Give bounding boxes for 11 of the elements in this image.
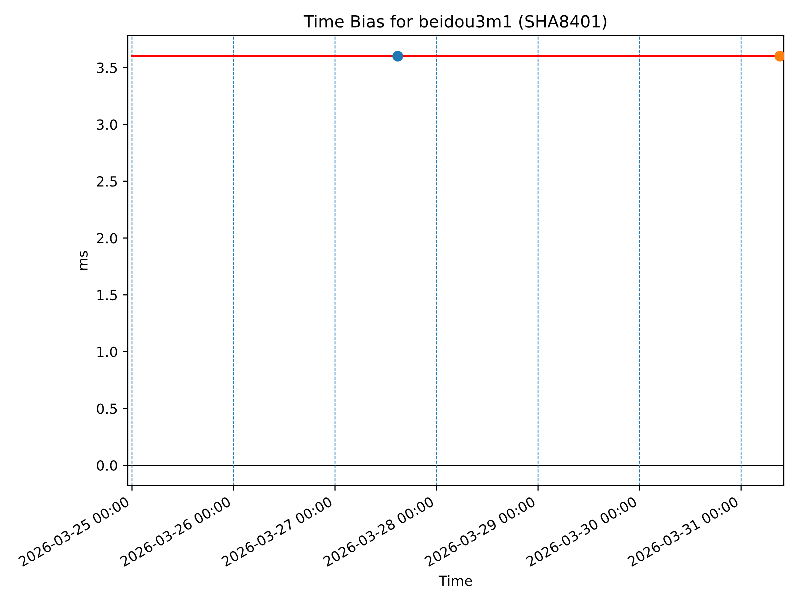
y-tick-label: 1.0 <box>98 346 118 358</box>
chart-title: Time Bias for beidou3m1 (SHA8401) <box>304 15 607 30</box>
y-tick-label: 0.5 <box>97 404 118 414</box>
y-tick-label: 2.0 <box>97 233 118 244</box>
y-tick-label: 0.0 <box>97 460 118 472</box>
y-axis-title: ms <box>80 251 88 270</box>
x-axis-title: Time <box>438 575 472 586</box>
y-tick-label: 2.5 <box>97 176 118 187</box>
y-tick-label: 3.0 <box>97 120 118 130</box>
y-tick-label: 3.5 <box>97 62 118 74</box>
y-tick-label: 1.5 <box>98 290 118 301</box>
